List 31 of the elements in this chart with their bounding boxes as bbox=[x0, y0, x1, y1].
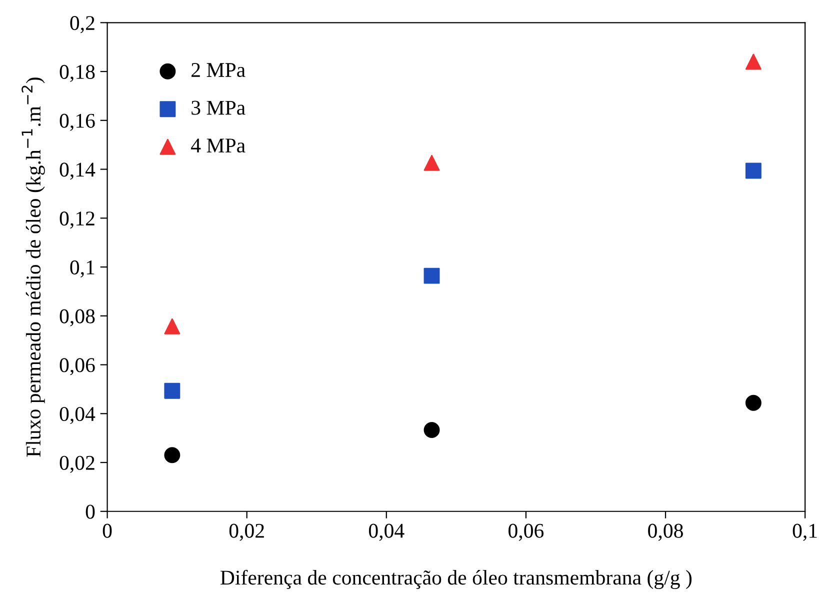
y-tick-label: 0,04 bbox=[60, 407, 96, 424]
y-tick-label: 0,2 bbox=[70, 16, 94, 34]
x-tick-label: 0,08 bbox=[648, 524, 683, 541]
legend-label: 2 MPa bbox=[192, 63, 246, 78]
y-tick-label: 0,1 bbox=[70, 260, 94, 278]
x-tick-label: 0,04 bbox=[368, 524, 404, 541]
legend-label: 3 MPa bbox=[192, 100, 246, 115]
point bbox=[424, 154, 440, 171]
point bbox=[745, 162, 762, 179]
y-tick-label: 0,18 bbox=[60, 64, 95, 82]
y-axis-title: Fluxo permeado médio de óleo (kg.h$^{−1}$.m$^{−2}$) bbox=[22, 78, 45, 457]
legend-label: 4 MPa bbox=[191, 138, 246, 153]
point bbox=[164, 382, 180, 399]
x-axis-title: Diferença de concentração de óleo transmembrana (g/g ) bbox=[220, 570, 692, 590]
y-tick-label: 0,08 bbox=[60, 309, 95, 326]
y-tick-label: 0,14 bbox=[60, 162, 96, 180]
point bbox=[164, 447, 180, 464]
point bbox=[424, 422, 440, 438]
x-tick-label: 0,1 bbox=[792, 524, 817, 541]
x-tick-label: 0 bbox=[102, 524, 112, 538]
x-tick-label: 0,06 bbox=[508, 524, 544, 541]
y-tick-label: 0 bbox=[86, 504, 95, 519]
point bbox=[745, 394, 762, 411]
y-tick-label: 0,06 bbox=[60, 358, 95, 376]
point bbox=[424, 268, 440, 284]
point bbox=[745, 54, 762, 70]
point bbox=[164, 318, 180, 334]
y-tick-label: 0,12 bbox=[60, 212, 94, 229]
x-tick-label: 0,02 bbox=[229, 524, 264, 541]
y-tick-label: 0,02 bbox=[60, 456, 94, 473]
y-tick-label: 0,16 bbox=[60, 114, 95, 131]
